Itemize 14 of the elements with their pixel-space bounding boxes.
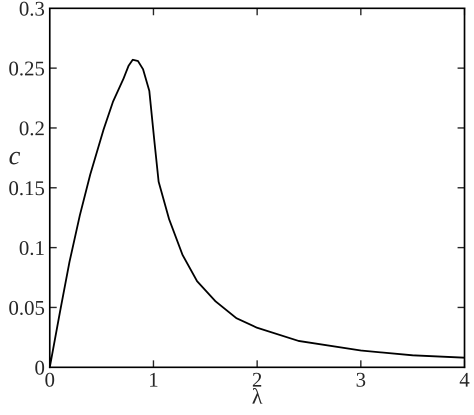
x-tick-label: 4 [460, 372, 470, 387]
x-axis-title: λ [252, 388, 262, 404]
x-tick-label: 3 [356, 372, 366, 387]
y-tick-label: 0.05 [9, 300, 44, 315]
x-tick-label: 1 [150, 372, 158, 387]
y-axis-title: c [9, 152, 20, 164]
y-tick-label: 0.25 [9, 62, 44, 76]
y-tick-label: 0.15 [9, 181, 44, 196]
y-tick-label: 0.2 [20, 121, 44, 136]
y-tick-label: 0.1 [20, 240, 44, 256]
x-tick-label: 2 [252, 372, 262, 387]
y-tick-label: 0 [35, 360, 44, 375]
x-tick-label: 0 [45, 372, 54, 387]
y-tick-label: 0.3 [20, 2, 44, 16]
